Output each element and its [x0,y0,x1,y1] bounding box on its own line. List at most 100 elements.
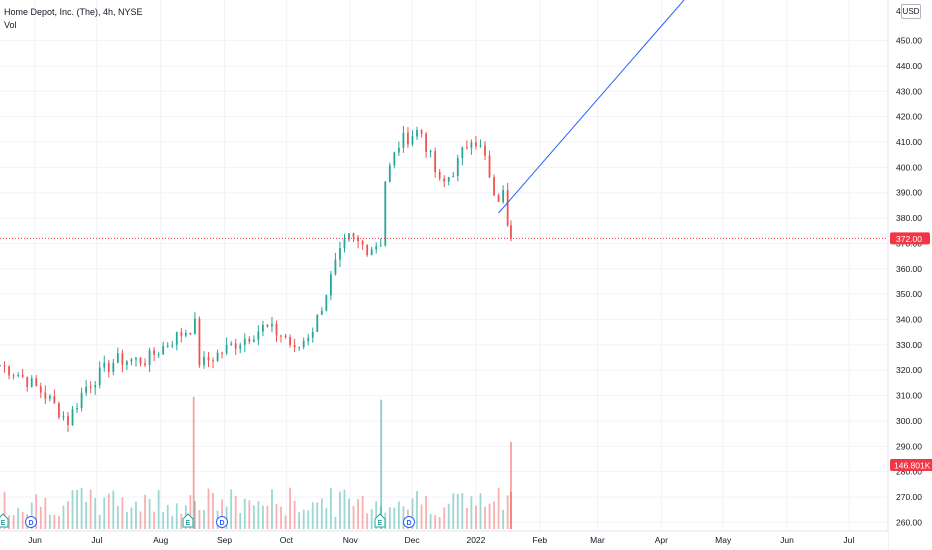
candle-body [289,336,291,346]
volume-bar [139,511,142,529]
legend: Home Depot, Inc. (The), 4h, NYSE Vol [4,6,143,32]
dividend-marker[interactable] [25,516,37,528]
volume-bar [429,513,432,529]
candle-body [488,155,491,178]
volume-bar [452,493,455,529]
volume-bar [85,502,88,529]
time-tick-label: Jun [780,535,794,545]
candle-body [416,130,418,137]
candle-body [194,318,196,335]
volume-legend-label[interactable]: Vol [4,20,17,30]
candle-body [429,151,432,153]
candle-body [475,142,477,147]
candle-body [370,249,373,255]
candle-body [397,147,400,153]
volume-bar [388,507,391,529]
price-axis[interactable] [888,0,932,550]
candle-body [85,386,88,393]
time-tick-label: Aug [153,535,168,545]
candle-body [35,378,38,387]
volume-bar [3,491,6,529]
candle-body [284,335,287,337]
candle-body [438,171,441,179]
volume-bar [343,489,346,529]
volume-bar [470,496,473,529]
volume-badge [890,459,932,471]
candle-body [48,396,51,399]
earnings-marker[interactable] [182,513,194,528]
candle-body [266,324,269,327]
candle-body [53,396,56,404]
candle-body [425,133,427,152]
time-tick-label: May [715,535,732,545]
candle-body [126,361,128,365]
volume-bar [126,511,128,529]
marker-label: D [219,520,224,527]
volume-bar [12,515,15,529]
volume-bar [112,490,115,529]
volume-bar [35,494,38,529]
marker-label: D [28,520,33,527]
time-axis[interactable] [0,531,888,550]
volume-bar [370,509,373,529]
dividend-marker[interactable] [216,516,228,528]
time-tick-label: Feb [532,535,547,545]
dividend-marker[interactable] [403,516,415,528]
volume-bar [352,505,355,529]
candle-body [62,415,65,418]
volume-bar [162,512,165,529]
volume-bar [311,502,314,529]
volume-bar [67,501,69,529]
volume-spike-bar [510,441,512,529]
candle-body [334,259,337,275]
currency-badge[interactable]: USD [901,4,921,19]
candle-body [17,374,20,376]
trend-line[interactable] [498,0,685,214]
volume-bar [30,502,33,529]
candle-body [94,385,97,388]
candle-body [311,331,314,338]
candle-body [393,152,396,166]
earnings-marker[interactable] [0,513,9,528]
volume-bar [339,491,341,529]
volume-bar [39,506,42,529]
volume-bar [465,507,468,529]
candle-body [325,295,328,311]
candle-body [352,233,355,238]
candle-body [502,189,505,202]
volume-bar [280,506,282,529]
time-tick-label: Oct [280,535,294,545]
volume-bar [207,488,210,529]
candle-body [175,332,178,345]
volume-bar [252,505,255,529]
earnings-marker[interactable] [374,513,386,528]
candle-body [357,237,359,242]
candle-body [420,130,423,134]
volume-bar [484,506,486,529]
marker-label: E [1,520,6,527]
volume-bar [153,511,156,529]
volume-bar [98,514,101,529]
time-tick-label: Jun [28,535,42,545]
symbol-title[interactable]: Home Depot, Inc. (The), 4h, NYSE [4,7,143,17]
candle-body [166,345,169,347]
candle-body [39,386,42,393]
volume-bar [425,496,427,529]
marker-label: D [406,520,411,527]
volume-bar [171,516,174,529]
candle-body [307,337,310,342]
candle-body [58,403,60,418]
volume-bar [194,500,196,529]
last-price-badge [890,232,930,245]
volume-badge-label: 146.801K [894,461,931,471]
candle-body [157,354,160,356]
candle-body [89,386,92,388]
last-price-label: 372.00 [896,234,922,244]
candle-body [443,178,446,182]
volume-bar [298,512,301,529]
volume-bar [243,498,246,529]
candle-body [510,225,512,239]
candle-body [470,142,473,148]
